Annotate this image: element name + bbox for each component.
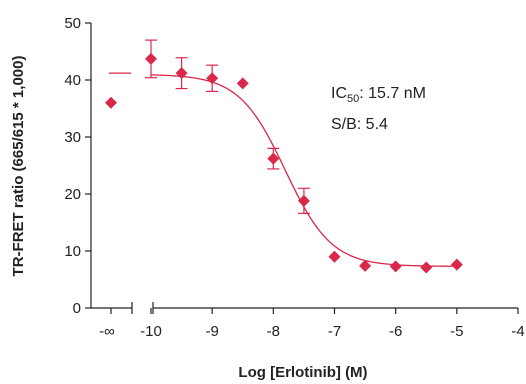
x-tick-label: -4 bbox=[511, 323, 524, 340]
data-point-zero-concentration bbox=[105, 96, 117, 109]
tick-labels: 0 10 20 30 40 50 -∞ -10 -9 -8 -7 -6 -5 -4 bbox=[64, 15, 524, 340]
data-point bbox=[359, 259, 372, 272]
data-point bbox=[389, 260, 402, 273]
ic50-prefix: IC bbox=[331, 85, 347, 102]
y-tick-label: 30 bbox=[64, 129, 81, 146]
data-point bbox=[206, 72, 219, 85]
fit-curve-group bbox=[109, 72, 457, 267]
x-tick-label: -7 bbox=[328, 323, 341, 340]
x-tick-label: -10 bbox=[140, 323, 162, 340]
y-tick-label: 0 bbox=[73, 300, 81, 317]
data-point bbox=[420, 261, 433, 274]
data-points bbox=[105, 39, 463, 274]
data-point bbox=[450, 258, 463, 271]
ic50-value: : 15.7 nM bbox=[359, 85, 426, 102]
ic50-subscript: 50 bbox=[347, 93, 359, 105]
y-tick-label: 40 bbox=[64, 72, 81, 89]
data-point bbox=[175, 67, 188, 80]
y-tick-label: 50 bbox=[64, 15, 81, 32]
data-point bbox=[145, 52, 157, 65]
x-tick-label: -9 bbox=[205, 323, 218, 340]
data-point bbox=[267, 152, 280, 165]
x-axis-title: Log [Erlotinib] (M) bbox=[238, 364, 367, 381]
x-tick-label: -5 bbox=[450, 323, 463, 340]
x-tick-label: -6 bbox=[389, 323, 402, 340]
ic50-annotation: IC50: 15.7 nM bbox=[331, 85, 426, 105]
x-tick-label: -8 bbox=[267, 323, 280, 340]
data-point bbox=[297, 194, 310, 207]
x-tick-label: -∞ bbox=[99, 323, 115, 340]
y-tick-label: 10 bbox=[64, 243, 81, 260]
fit-curve bbox=[150, 74, 457, 267]
data-point bbox=[328, 250, 341, 263]
sb-annotation: S/B: 5.4 bbox=[331, 116, 388, 133]
axes bbox=[85, 22, 519, 314]
data-point bbox=[236, 77, 249, 90]
y-axis-title: TR-FRET ratio (665/615 * 1,000) bbox=[10, 56, 27, 277]
y-tick-label: 20 bbox=[64, 186, 81, 203]
